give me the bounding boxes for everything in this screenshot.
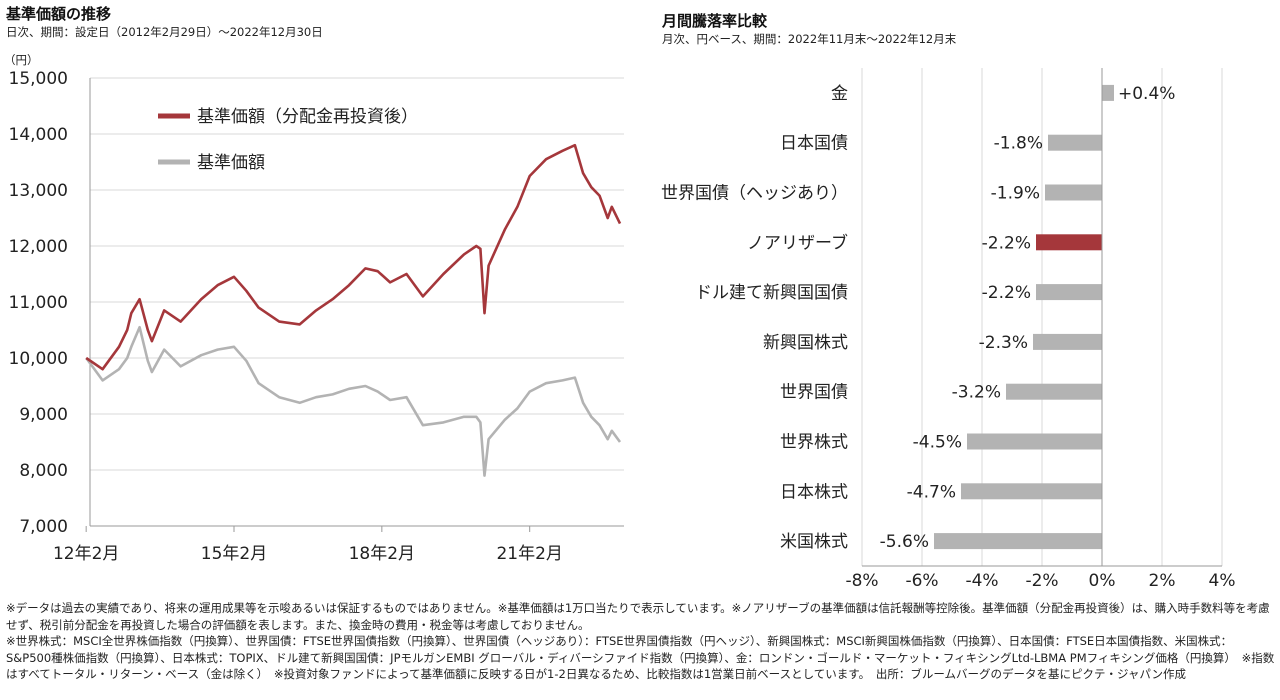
value-label: -2.2% (982, 233, 1031, 253)
category-label: 金 (831, 84, 848, 104)
bar (1102, 84, 1114, 101)
value-label: -3.2% (952, 383, 1001, 403)
bar (1033, 333, 1102, 350)
legend-label: 基準価額（分配金再投資後） (197, 107, 418, 127)
y-tick-label: 10,000 (9, 349, 68, 369)
value-label: -2.2% (982, 283, 1031, 303)
bar-chart-title: 月間騰落率比較 (662, 12, 768, 30)
value-label: +0.4% (1118, 84, 1175, 104)
y-tick-label: 13,000 (9, 181, 68, 201)
x-tick-label: 15年2月 (201, 544, 267, 564)
y-tick-label: 7,000 (19, 517, 68, 537)
x-tick-label: 18年2月 (349, 544, 415, 564)
bar (1048, 134, 1102, 151)
category-label: 日本国債 (780, 134, 848, 154)
legend-label: 基準価額 (197, 153, 265, 173)
category-label: 世界株式 (780, 433, 848, 453)
y-tick-label: 14,000 (9, 125, 68, 145)
footnote-2: ※世界株式：MSCI全世界株価指数（円換算）、世界国債：FTSE世界国債指数（円… (6, 634, 1275, 681)
y-tick-label: 15,000 (9, 69, 68, 89)
series-line (85, 143, 622, 371)
value-label: -1.9% (991, 184, 1040, 204)
x-tick-label: -2% (1025, 571, 1058, 591)
line-chart-title: 基準価額の推移 (6, 5, 112, 23)
category-label: 世界国債（ヘッジあり） (661, 184, 848, 204)
bar (961, 483, 1102, 500)
bar (1006, 383, 1102, 400)
footnotes: ※データは過去の実績であり、将来の運用成果等を示唆あるいは保証するものではありま… (6, 600, 1276, 683)
bar (1045, 184, 1102, 201)
x-tick-label: -8% (845, 571, 878, 591)
line-chart-subtitle: 日次、期間：設定日（2012年2月29日）～2022年12月30日 (6, 25, 323, 39)
x-tick-label: 21年2月 (496, 544, 562, 564)
bar-chart-subtitle: 月次、円ベース、期間：2022年11月末～2022年12月末 (662, 32, 957, 46)
y-tick-label: 8,000 (19, 461, 68, 481)
category-label: 米国株式 (780, 532, 848, 552)
value-label: -4.5% (913, 433, 962, 453)
category-label: 日本株式 (780, 482, 848, 502)
x-tick-label: -6% (905, 571, 938, 591)
nav-line-chart: 7,000 8,000 9,000 10,000 11,000 12,000 13,000 1… (9, 69, 624, 564)
category-label: ドル建て新興国国債 (695, 283, 848, 303)
bar (1036, 234, 1102, 251)
series-line (85, 325, 622, 477)
value-label: -1.8% (994, 134, 1043, 154)
x-tick-label: 12年2月 (53, 544, 119, 564)
return-bar-chart: -8% -6% -4% -2% 0% 2% 4% 金 +0.4% 日本国債 -1.8% 世界国債（ヘッ… (661, 68, 1236, 591)
category-label: ノアリザーブ (747, 232, 848, 253)
bar (967, 433, 1102, 450)
category-label: 世界国債 (780, 383, 848, 403)
y-tick-label: 9,000 (19, 405, 68, 425)
y-unit-label: （円） (4, 53, 39, 67)
bar (934, 533, 1102, 550)
x-tick-label: 2% (1149, 571, 1176, 591)
value-label: -5.6% (880, 532, 929, 552)
value-label: -4.7% (907, 482, 956, 502)
y-tick-label: 12,000 (9, 237, 68, 257)
footnote-1: ※データは過去の実績であり、将来の運用成果等を示唆あるいは保証するものではありま… (6, 601, 1270, 632)
bar (1036, 284, 1102, 301)
y-tick-label: 11,000 (9, 293, 68, 313)
x-tick-label: -4% (965, 571, 998, 591)
category-label: 新興国株式 (763, 333, 848, 353)
x-tick-label: 4% (1209, 571, 1236, 591)
x-tick-label: 0% (1089, 571, 1116, 591)
value-label: -2.3% (979, 333, 1028, 353)
